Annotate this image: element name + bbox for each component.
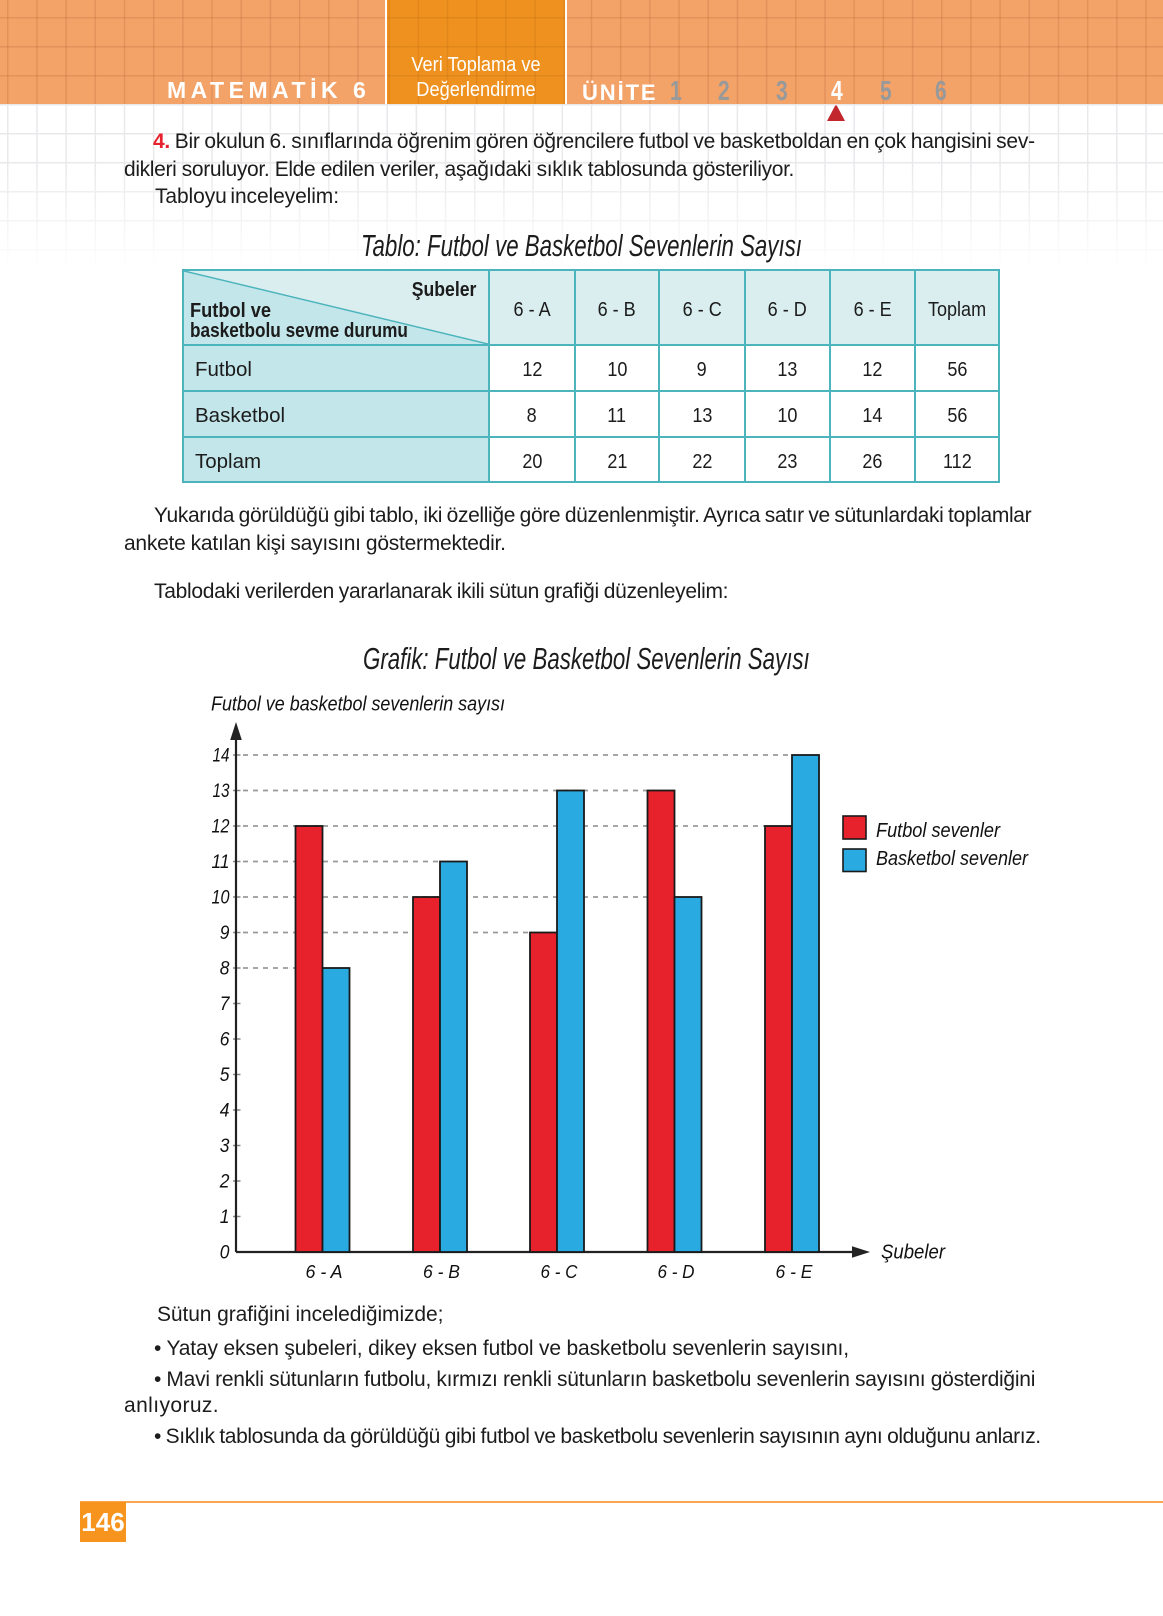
- svg-text:2: 2: [219, 1172, 230, 1193]
- svg-text:0: 0: [220, 1243, 230, 1264]
- svg-text:8: 8: [220, 959, 230, 980]
- svg-text:6 - C: 6 - C: [541, 1261, 579, 1282]
- svg-text:6 - A: 6 - A: [306, 1261, 343, 1282]
- svg-text:11: 11: [212, 852, 230, 873]
- svg-text:3: 3: [220, 1136, 230, 1157]
- svg-text:6 - B: 6 - B: [423, 1261, 460, 1282]
- svg-text:5: 5: [220, 1065, 230, 1086]
- svg-text:9: 9: [220, 923, 230, 944]
- svg-text:Basketbol sevenler: Basketbol sevenler: [876, 848, 1029, 870]
- svg-text:14: 14: [213, 746, 230, 767]
- svg-text:6 - E: 6 - E: [776, 1261, 814, 1282]
- svg-text:13: 13: [213, 781, 230, 802]
- svg-text:12: 12: [212, 817, 230, 838]
- svg-text:1: 1: [220, 1207, 230, 1228]
- svg-text:Futbol ve basketbol sevenlerin: Futbol ve basketbol sevenlerin sayısı: [211, 693, 505, 716]
- svg-text:6: 6: [220, 1030, 230, 1051]
- svg-text:6 - D: 6 - D: [658, 1261, 695, 1282]
- svg-text:10: 10: [212, 888, 230, 909]
- svg-text:7: 7: [220, 994, 231, 1015]
- svg-text:Şubeler: Şubeler: [881, 1242, 946, 1264]
- svg-text:Futbol sevenler: Futbol sevenler: [876, 820, 1001, 842]
- svg-text:4: 4: [220, 1101, 230, 1122]
